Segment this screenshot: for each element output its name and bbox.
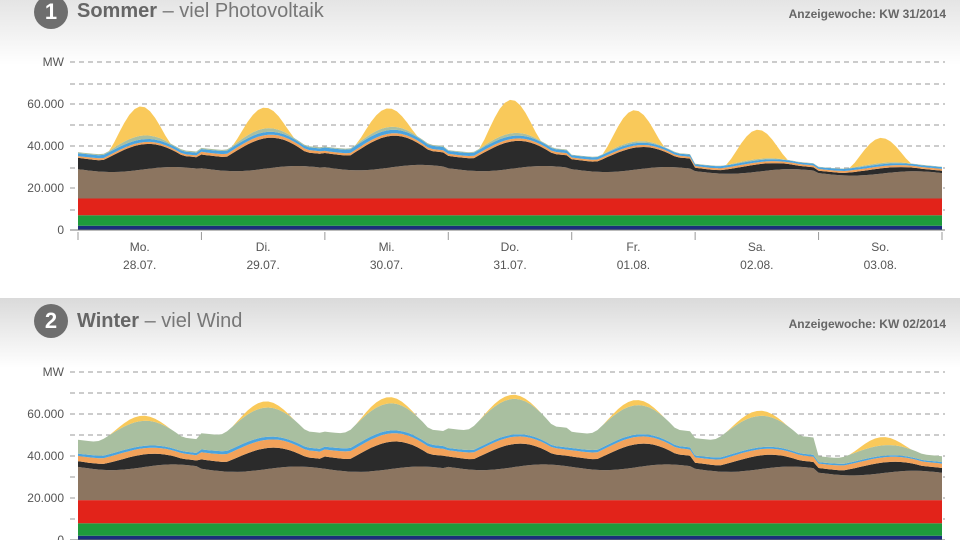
x-tick-date: 03.08. <box>864 258 897 272</box>
y-tick-label: 20.000 <box>27 491 64 505</box>
y-axis-unit-label: MW <box>43 55 65 69</box>
winter-chart: MW 60.000 40.000 20.000 0 <box>27 365 945 540</box>
area-layer <box>78 225 942 230</box>
area-layer <box>78 500 942 524</box>
x-tick-date: 28.07. <box>123 258 156 272</box>
y-axis-unit-label: MW <box>43 365 65 379</box>
area-layer <box>78 135 942 176</box>
y-tick-label: 60.000 <box>27 407 64 421</box>
area-layer <box>78 198 942 216</box>
x-tick-day-name: Mi. <box>379 240 395 254</box>
x-tick-day-name: Do. <box>501 240 520 254</box>
winter-title: Winter <box>77 310 140 332</box>
x-tick-date: 02.08. <box>740 258 773 272</box>
summer-panel: 1 Sommer – viel Photovoltaik Anzeigewoch… <box>0 0 960 272</box>
area-layer <box>78 129 942 171</box>
y-tick-label: 0 <box>57 533 64 540</box>
area-layer <box>78 133 942 173</box>
area-layer <box>78 523 942 536</box>
area-layer <box>78 430 942 466</box>
summer-week-label: Anzeigewoche: KW 31/2014 <box>788 7 946 21</box>
area-layer <box>78 441 942 476</box>
x-tick-day-name: Fr. <box>626 240 640 254</box>
area-layer <box>78 164 942 199</box>
y-tick-label: 20.000 <box>27 181 64 195</box>
summer-heading: Sommer – viel Photovoltaik <box>77 0 324 23</box>
winter-header-band <box>0 298 960 368</box>
area-layer <box>78 433 942 471</box>
x-tick-date: 30.07. <box>370 258 403 272</box>
area-layer <box>78 394 942 458</box>
x-tick-date: 01.08. <box>617 258 650 272</box>
y-tick-label: 40.000 <box>27 449 64 463</box>
area-layer <box>78 99 942 169</box>
area-layer <box>78 464 942 501</box>
area-layer <box>78 215 942 226</box>
area-layer <box>78 535 942 540</box>
x-tick-day-name: Di. <box>256 240 271 254</box>
summer-chart: MW 60.000 40.000 20.000 0 Mo. 28.07. Di. 29.07. M… <box>27 55 945 272</box>
winter-subtitle: – viel Wind <box>144 310 243 332</box>
summer-title: Sommer <box>77 0 158 22</box>
summer-number-badge: 1 <box>34 0 68 29</box>
x-tick-day-name: Mo. <box>130 240 150 254</box>
x-tick-day-name: So. <box>871 240 889 254</box>
x-tick-date: 29.07. <box>246 258 279 272</box>
area-layer <box>78 398 942 464</box>
winter-heading: Winter – viel Wind <box>77 310 242 333</box>
winter-panel: 2 Winter – viel Wind Anzeigewoche: KW 02… <box>0 298 960 540</box>
x-tick-day-name: Sa. <box>748 240 766 254</box>
y-tick-label: 40.000 <box>27 139 64 153</box>
y-tick-label: 0 <box>57 223 64 237</box>
winter-week-label: Anzeigewoche: KW 02/2014 <box>788 317 946 331</box>
x-tick-date: 31.07. <box>493 258 526 272</box>
y-tick-label: 60.000 <box>27 97 64 111</box>
summer-header-band <box>0 0 960 65</box>
area-layer <box>78 126 942 169</box>
winter-number-badge: 2 <box>34 304 68 338</box>
summer-subtitle: – viel Photovoltaik <box>162 0 324 22</box>
